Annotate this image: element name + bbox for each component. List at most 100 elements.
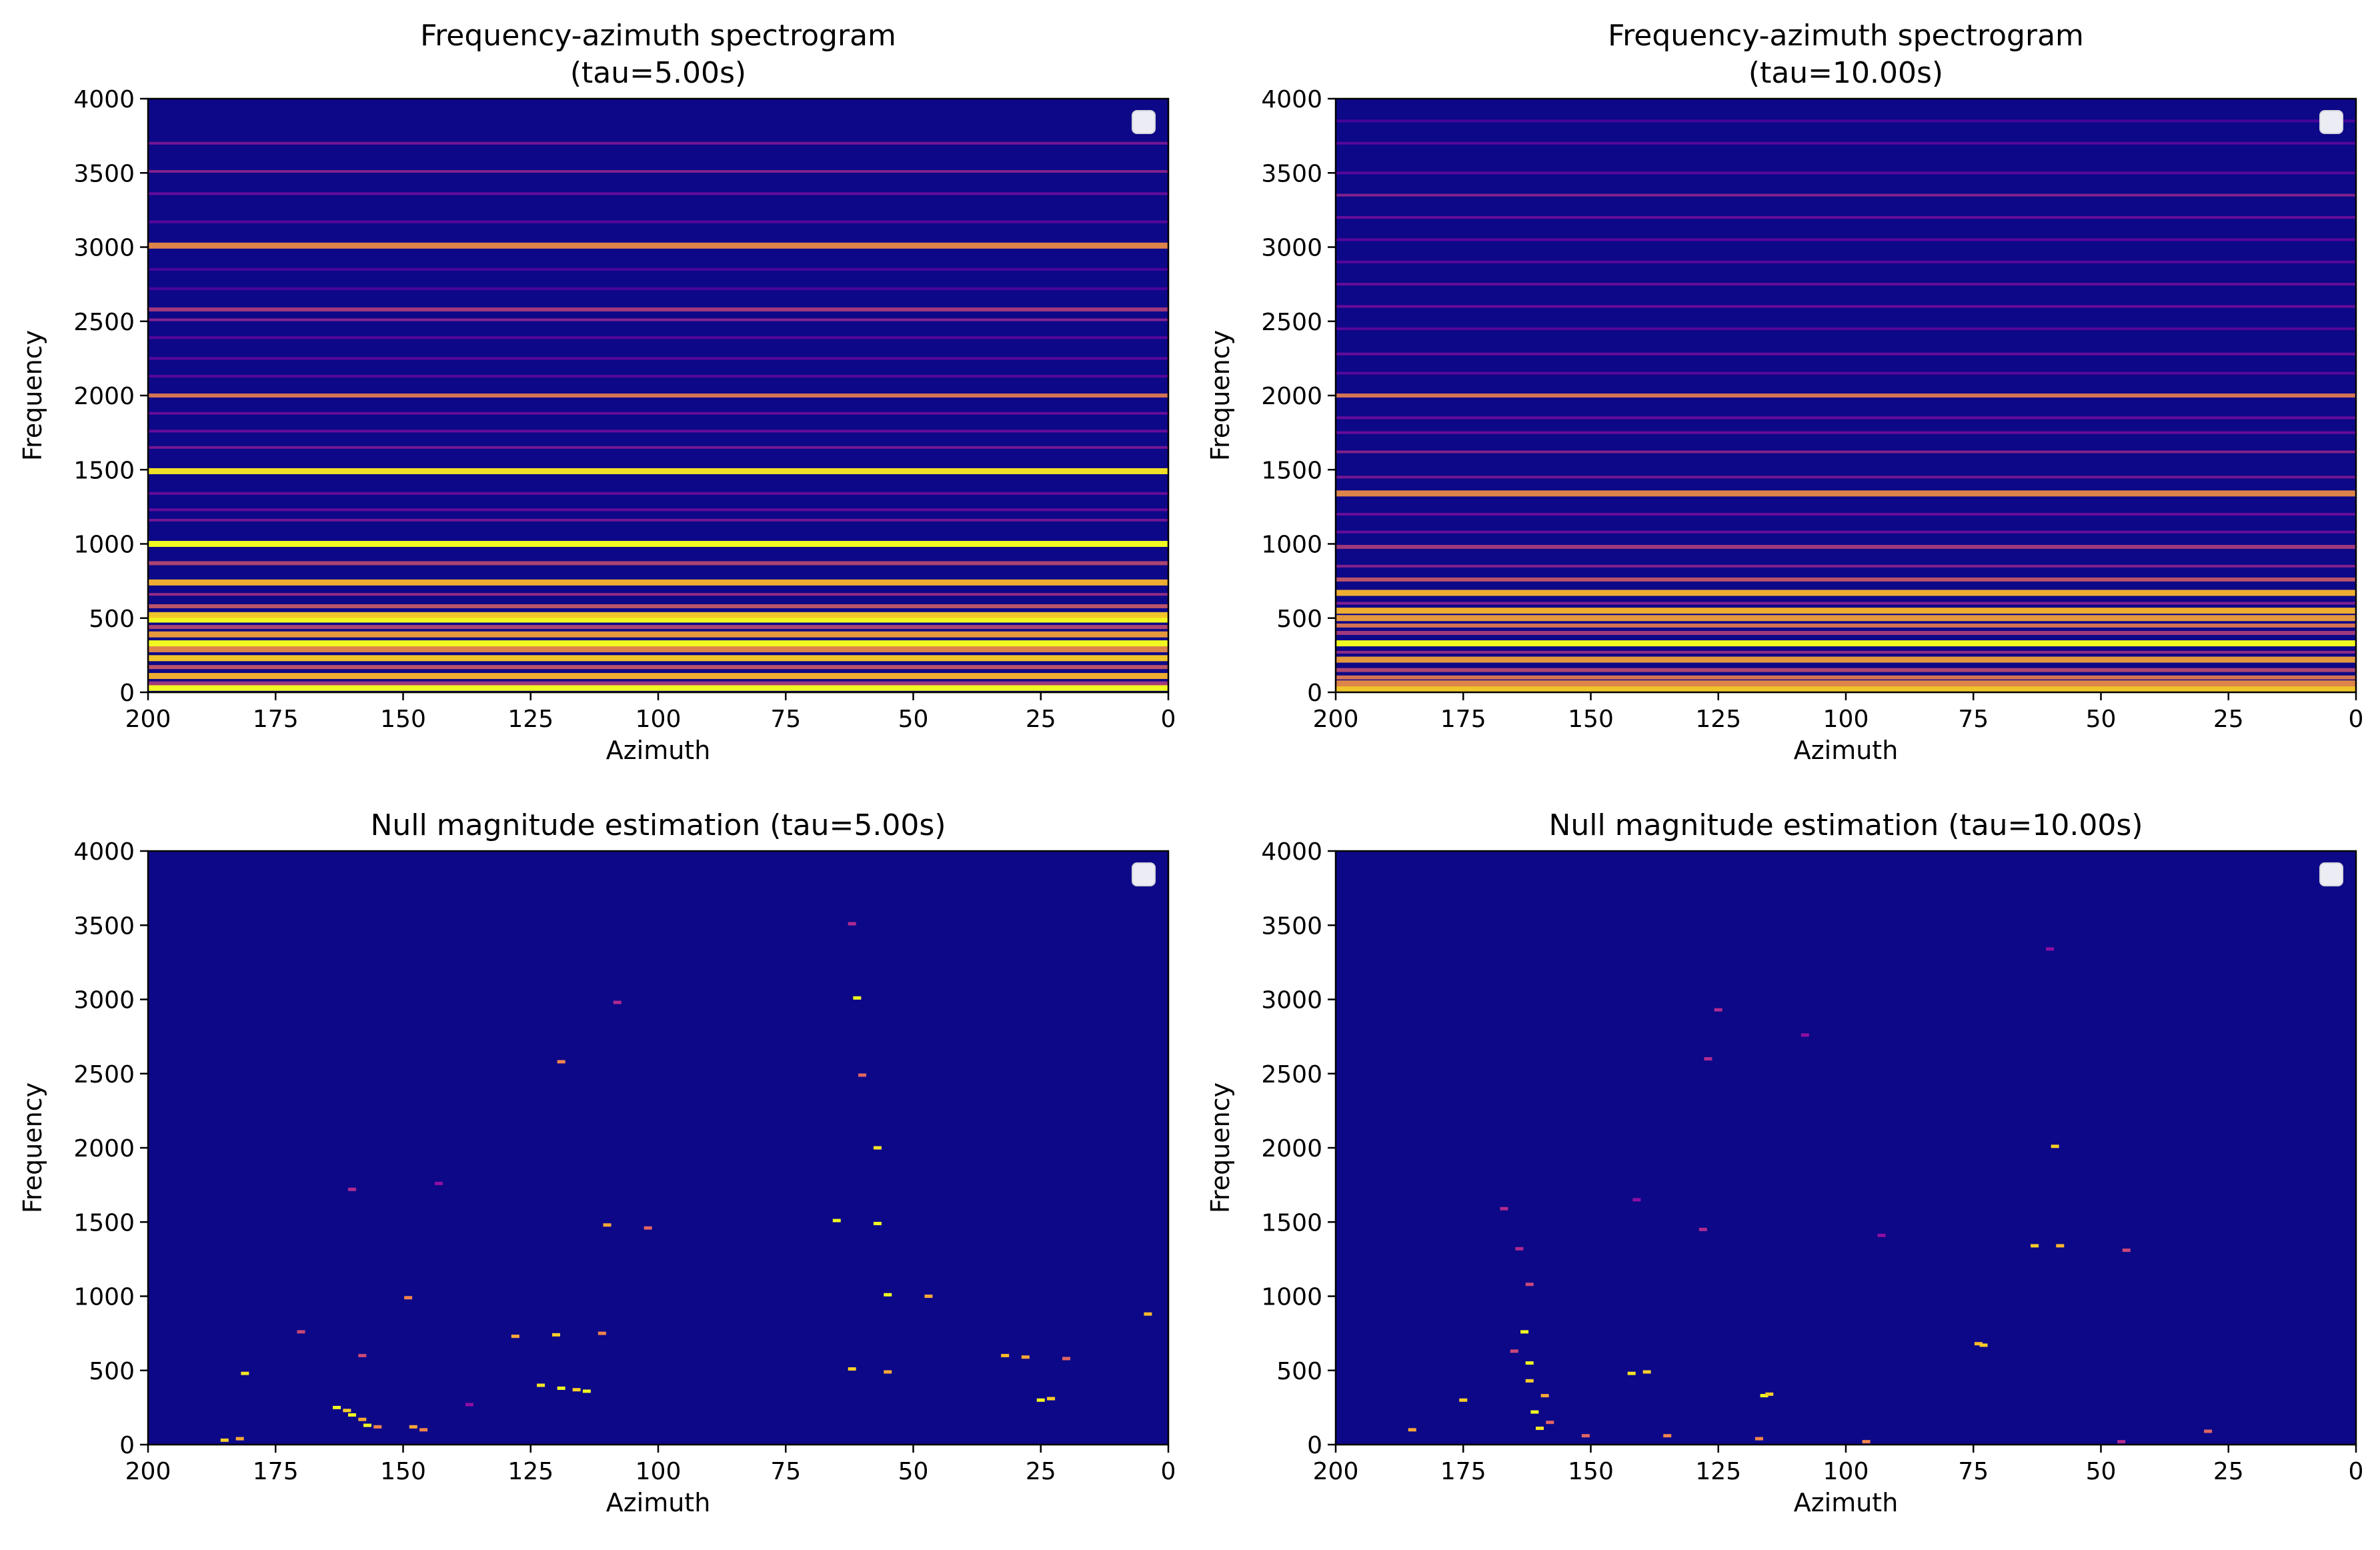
- y-tick-label: 3500: [73, 912, 135, 940]
- spectral-band: [148, 192, 1168, 195]
- null-point: [1704, 1057, 1712, 1060]
- x-tick-label: 50: [898, 1458, 929, 1485]
- x-tick-label: 200: [1313, 706, 1359, 733]
- null-point: [1408, 1428, 1416, 1432]
- null-point: [552, 1333, 560, 1337]
- spectral-band: [1336, 490, 2356, 497]
- spectral-band: [1336, 675, 2356, 680]
- spectral-band: [1336, 193, 2356, 197]
- spectral-band: [1336, 352, 2356, 355]
- axes-frame: [147, 97, 1170, 694]
- x-tick-label: 150: [1568, 706, 1614, 733]
- x-tick-label: 25: [2213, 1458, 2244, 1485]
- null-point: [1021, 1355, 1030, 1359]
- x-axis: 200 175 150 125 100 75 50 25 0: [1313, 1445, 2363, 1485]
- null-point: [358, 1354, 367, 1357]
- spectral-band: [148, 561, 1168, 566]
- y-axis-label: Frequency: [18, 330, 47, 461]
- null-point: [220, 1438, 229, 1442]
- null-point: [557, 1386, 565, 1390]
- spectral-band: [148, 681, 1168, 686]
- spectral-band: [148, 267, 1168, 271]
- null-point: [363, 1423, 371, 1427]
- null-point: [1760, 1394, 1768, 1398]
- null-point: [1530, 1410, 1539, 1414]
- spectral-band: [1336, 171, 2356, 175]
- null-point: [1525, 1379, 1534, 1383]
- x-tick-label: 150: [380, 1458, 426, 1485]
- spectral-band: [148, 141, 1168, 145]
- spectral-band: [1336, 623, 2356, 628]
- x-tick-label: 50: [2086, 706, 2117, 733]
- x-tick-label: 125: [1695, 706, 1741, 733]
- spectral-band: [1336, 640, 2356, 647]
- x-tick-label: 175: [253, 706, 299, 733]
- spectral-band: [148, 220, 1168, 223]
- x-axis-label: Azimuth: [606, 1488, 711, 1517]
- x-tick-label: 100: [1823, 1458, 1869, 1485]
- spectral-band: [148, 616, 1168, 623]
- spectral-band: [148, 604, 1168, 608]
- spectral-band: [148, 357, 1168, 360]
- null-point: [348, 1187, 356, 1191]
- null-point: [2031, 1244, 2039, 1248]
- null-point: [358, 1417, 367, 1421]
- y-tick-label: 3000: [1261, 235, 1322, 262]
- spectral-band: [148, 508, 1168, 512]
- null-point: [1500, 1207, 1508, 1211]
- null-point: [2204, 1429, 2213, 1433]
- spectral-band: [1336, 305, 2356, 308]
- y-axis-label: Frequency: [1206, 330, 1235, 461]
- x-tick-label: 125: [1695, 1458, 1741, 1485]
- spectral-band: [148, 375, 1168, 378]
- spectrogram-panel-tau5: Frequency-azimuth spectrogram (tau=5.00s…: [18, 19, 1176, 765]
- x-tick-label: 100: [1823, 706, 1869, 733]
- x-axis: 200 175 150 125 100 75 50 25 0: [1313, 692, 2363, 733]
- null-point: [613, 1000, 622, 1004]
- spectral-band: [148, 242, 1168, 249]
- y-tick-label: 0: [119, 680, 135, 707]
- plot-area: [148, 99, 1168, 692]
- null-point: [333, 1405, 341, 1409]
- spectral-band: [148, 394, 1168, 398]
- axes-frame: [147, 850, 1170, 1446]
- y-tick-label: 4000: [1261, 838, 1322, 866]
- null-point: [1877, 1233, 1886, 1237]
- y-tick-label: 2000: [1261, 1135, 1322, 1162]
- spectral-band: [148, 655, 1168, 662]
- spectral-band: [148, 625, 1168, 630]
- null-point: [404, 1296, 413, 1300]
- spectral-band: [148, 307, 1168, 311]
- null-point: [1546, 1421, 1554, 1425]
- y-tick-label: 1000: [1261, 532, 1322, 559]
- y-tick-label: 2500: [73, 1061, 135, 1088]
- y-axis-label: Frequency: [18, 1082, 47, 1213]
- null-point: [1515, 1247, 1524, 1251]
- null-point: [873, 1146, 882, 1150]
- null-point: [1581, 1434, 1590, 1438]
- legend-box: [2319, 862, 2343, 886]
- null-point: [644, 1226, 652, 1230]
- null-point: [435, 1181, 443, 1185]
- y-tick-label: 3500: [1261, 912, 1322, 940]
- chart-title-line1: Null magnitude estimation (tau=10.00s): [1549, 808, 2143, 842]
- x-axis-label: Azimuth: [1794, 1488, 1899, 1517]
- x-tick-label: 100: [636, 706, 682, 733]
- spectral-band: [148, 612, 1168, 618]
- null-point: [1698, 1227, 1707, 1231]
- x-tick-label: 100: [636, 1458, 682, 1485]
- legend-box: [2319, 110, 2343, 134]
- y-tick-label: 3000: [1261, 987, 1322, 1014]
- null-magnitude-panel-tau5: Null magnitude estimation (tau=5.00s) 20…: [18, 808, 1176, 1517]
- spectral-band: [1336, 513, 2356, 516]
- y-tick-label: 1500: [73, 457, 135, 484]
- null-point: [873, 1221, 882, 1225]
- x-tick-label: 25: [1026, 1458, 1056, 1485]
- x-tick-label: 175: [1440, 706, 1486, 733]
- y-tick-label: 1000: [73, 1284, 135, 1311]
- null-point: [1663, 1434, 1672, 1438]
- null-point: [1979, 1343, 1988, 1347]
- null-point: [1974, 1342, 1983, 1346]
- spectral-band: [148, 170, 1168, 173]
- null-point: [858, 1073, 866, 1077]
